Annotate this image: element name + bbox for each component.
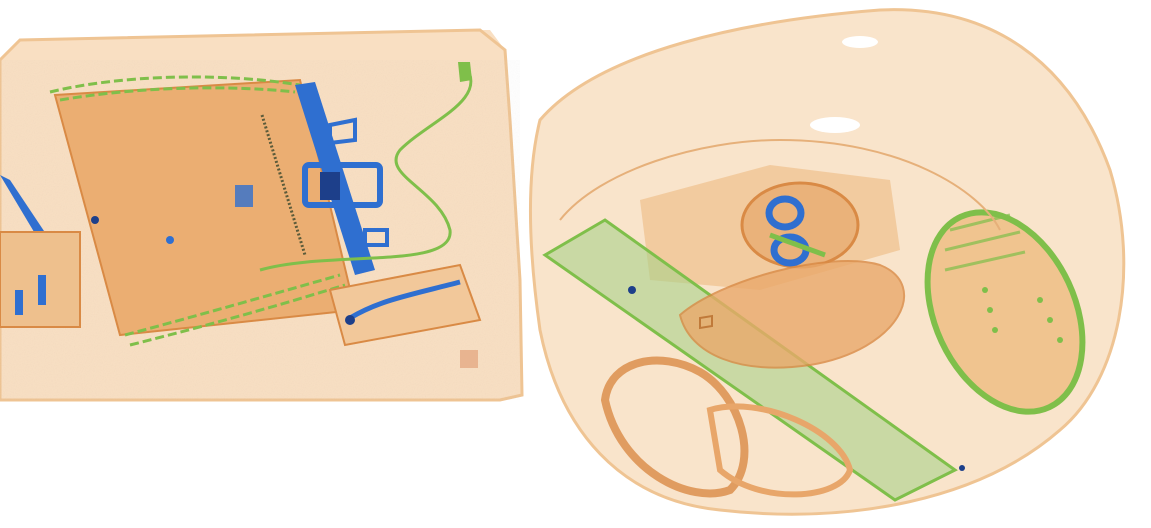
chain [49, 75, 346, 347]
strap [559, 138, 1001, 231]
board-object [55, 80, 355, 335]
handcuffs [740, 181, 860, 269]
bag-right [529, 8, 1126, 516]
cable [259, 64, 473, 272]
sandal [600, 260, 906, 498]
bag-left [0, 28, 524, 402]
shoe [924, 209, 1086, 415]
spring [260, 114, 307, 256]
